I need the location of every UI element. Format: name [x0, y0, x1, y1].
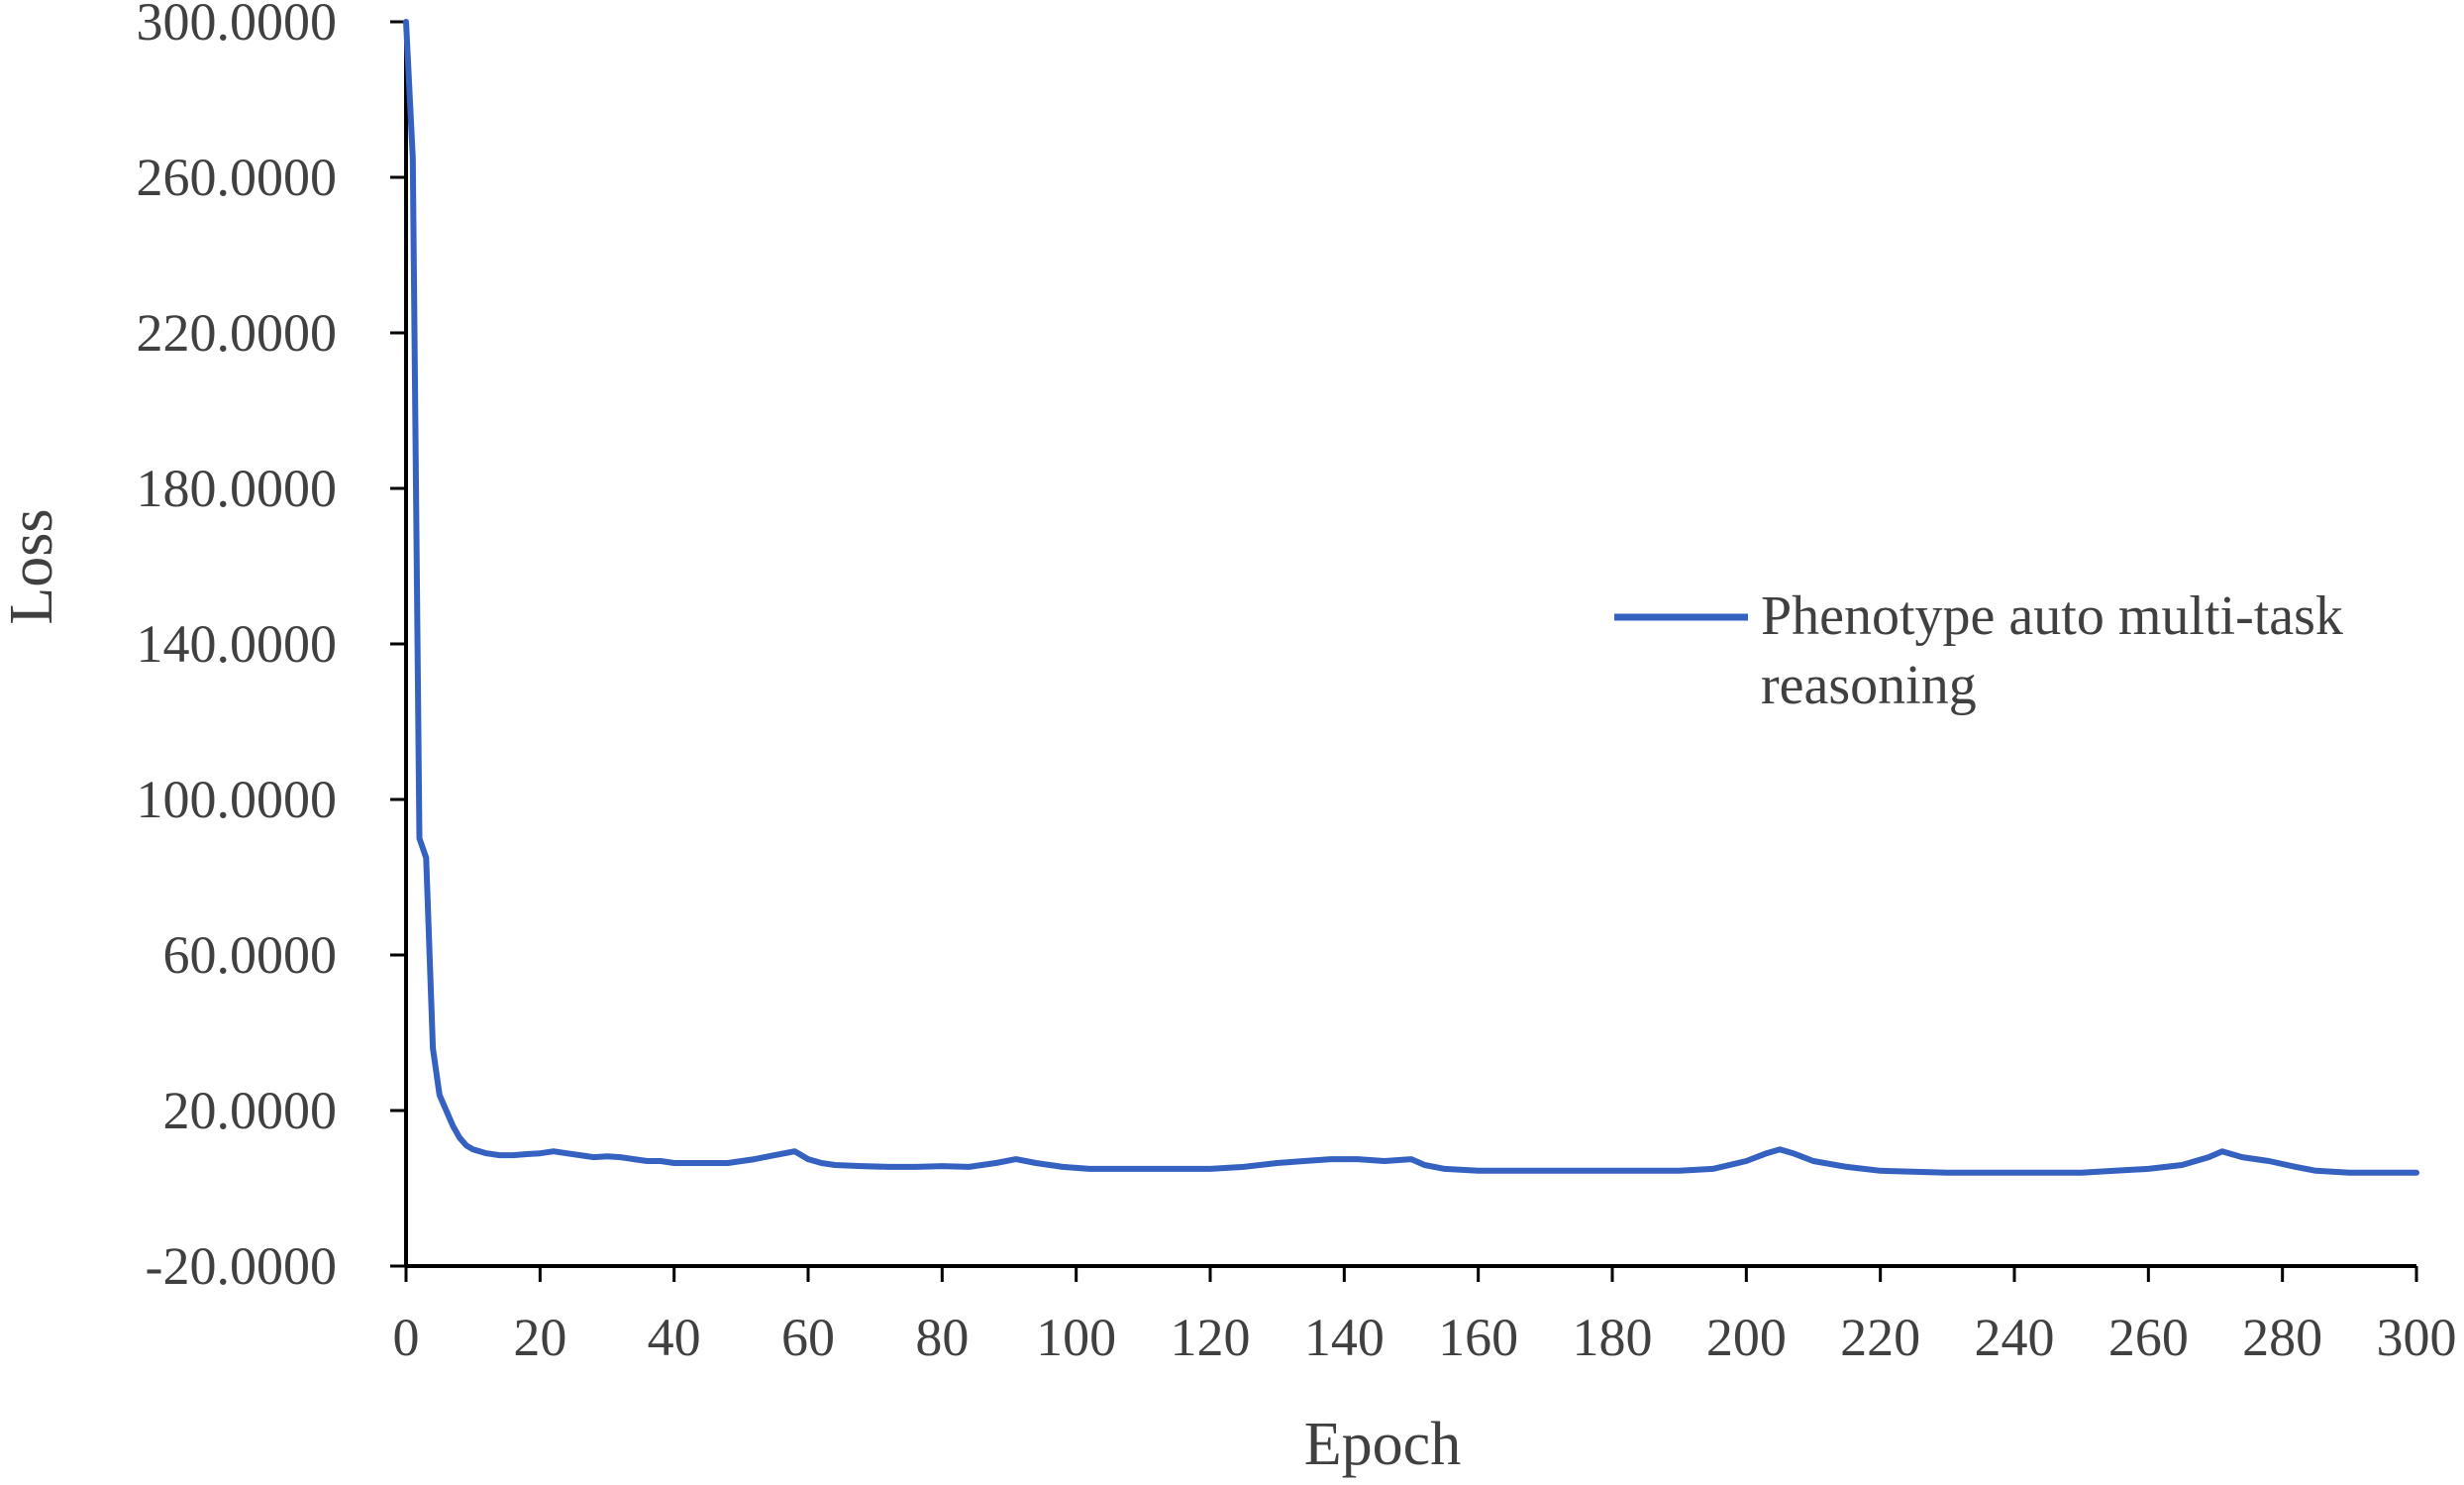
x-tick-label: 160	[1438, 1308, 1518, 1367]
x-tick-label: 40	[648, 1308, 701, 1367]
x-tick-label: 100	[1036, 1308, 1116, 1367]
x-tick-label: 120	[1171, 1308, 1251, 1367]
y-tick-label: 300.0000	[137, 0, 338, 52]
series-lines	[403, 19, 2419, 1176]
x-tick-label: 220	[1840, 1308, 1920, 1367]
x-tick-label: 200	[1706, 1308, 1787, 1367]
x-tick-label: 300	[2377, 1308, 2457, 1367]
y-axis-title: Loss	[0, 508, 65, 624]
x-tick-label: 60	[781, 1308, 835, 1367]
tick-marks	[390, 20, 2418, 1282]
x-tick-label: 0	[393, 1308, 420, 1367]
legend-label-line-1: Phenotype auto multi-task	[1761, 585, 2343, 647]
x-tick-label: 280	[2242, 1308, 2322, 1367]
y-tick-label: 100.0000	[137, 770, 338, 829]
x-tick-label: 20	[513, 1308, 566, 1367]
y-tick-label: 260.0000	[137, 148, 338, 207]
series-line	[403, 19, 2419, 1176]
legend: Phenotype auto multi-task reasoning	[1614, 585, 2357, 716]
y-tick-label: 180.0000	[137, 459, 338, 518]
x-tick-label: 260	[2108, 1308, 2189, 1367]
legend-label: Phenotype auto multi-task reasoning	[1761, 585, 2357, 716]
x-tick-label: 240	[1975, 1308, 2055, 1367]
y-tick-label: 220.0000	[137, 303, 338, 363]
x-axis-title: Epoch	[1304, 1411, 1461, 1478]
legend-label-line-2: reasoning	[1761, 655, 1977, 716]
y-tick-label: -20.0000	[146, 1236, 337, 1296]
y-tick-label: 20.0000	[163, 1081, 338, 1140]
x-tick-label: 180	[1573, 1308, 1653, 1367]
x-tick-label: 80	[915, 1308, 969, 1367]
y-tick-labels: -20.0000 20.0000 60.0000 100.0000 140.0000 18…	[137, 0, 338, 1296]
x-tick-label: 140	[1304, 1308, 1385, 1367]
y-tick-label: 140.0000	[137, 614, 338, 674]
y-tick-label: 60.0000	[163, 925, 338, 985]
x-tick-labels: 0 20 40 60 80 100 120 140 160 180 200 220 240 260 280 3…	[393, 1308, 2457, 1367]
